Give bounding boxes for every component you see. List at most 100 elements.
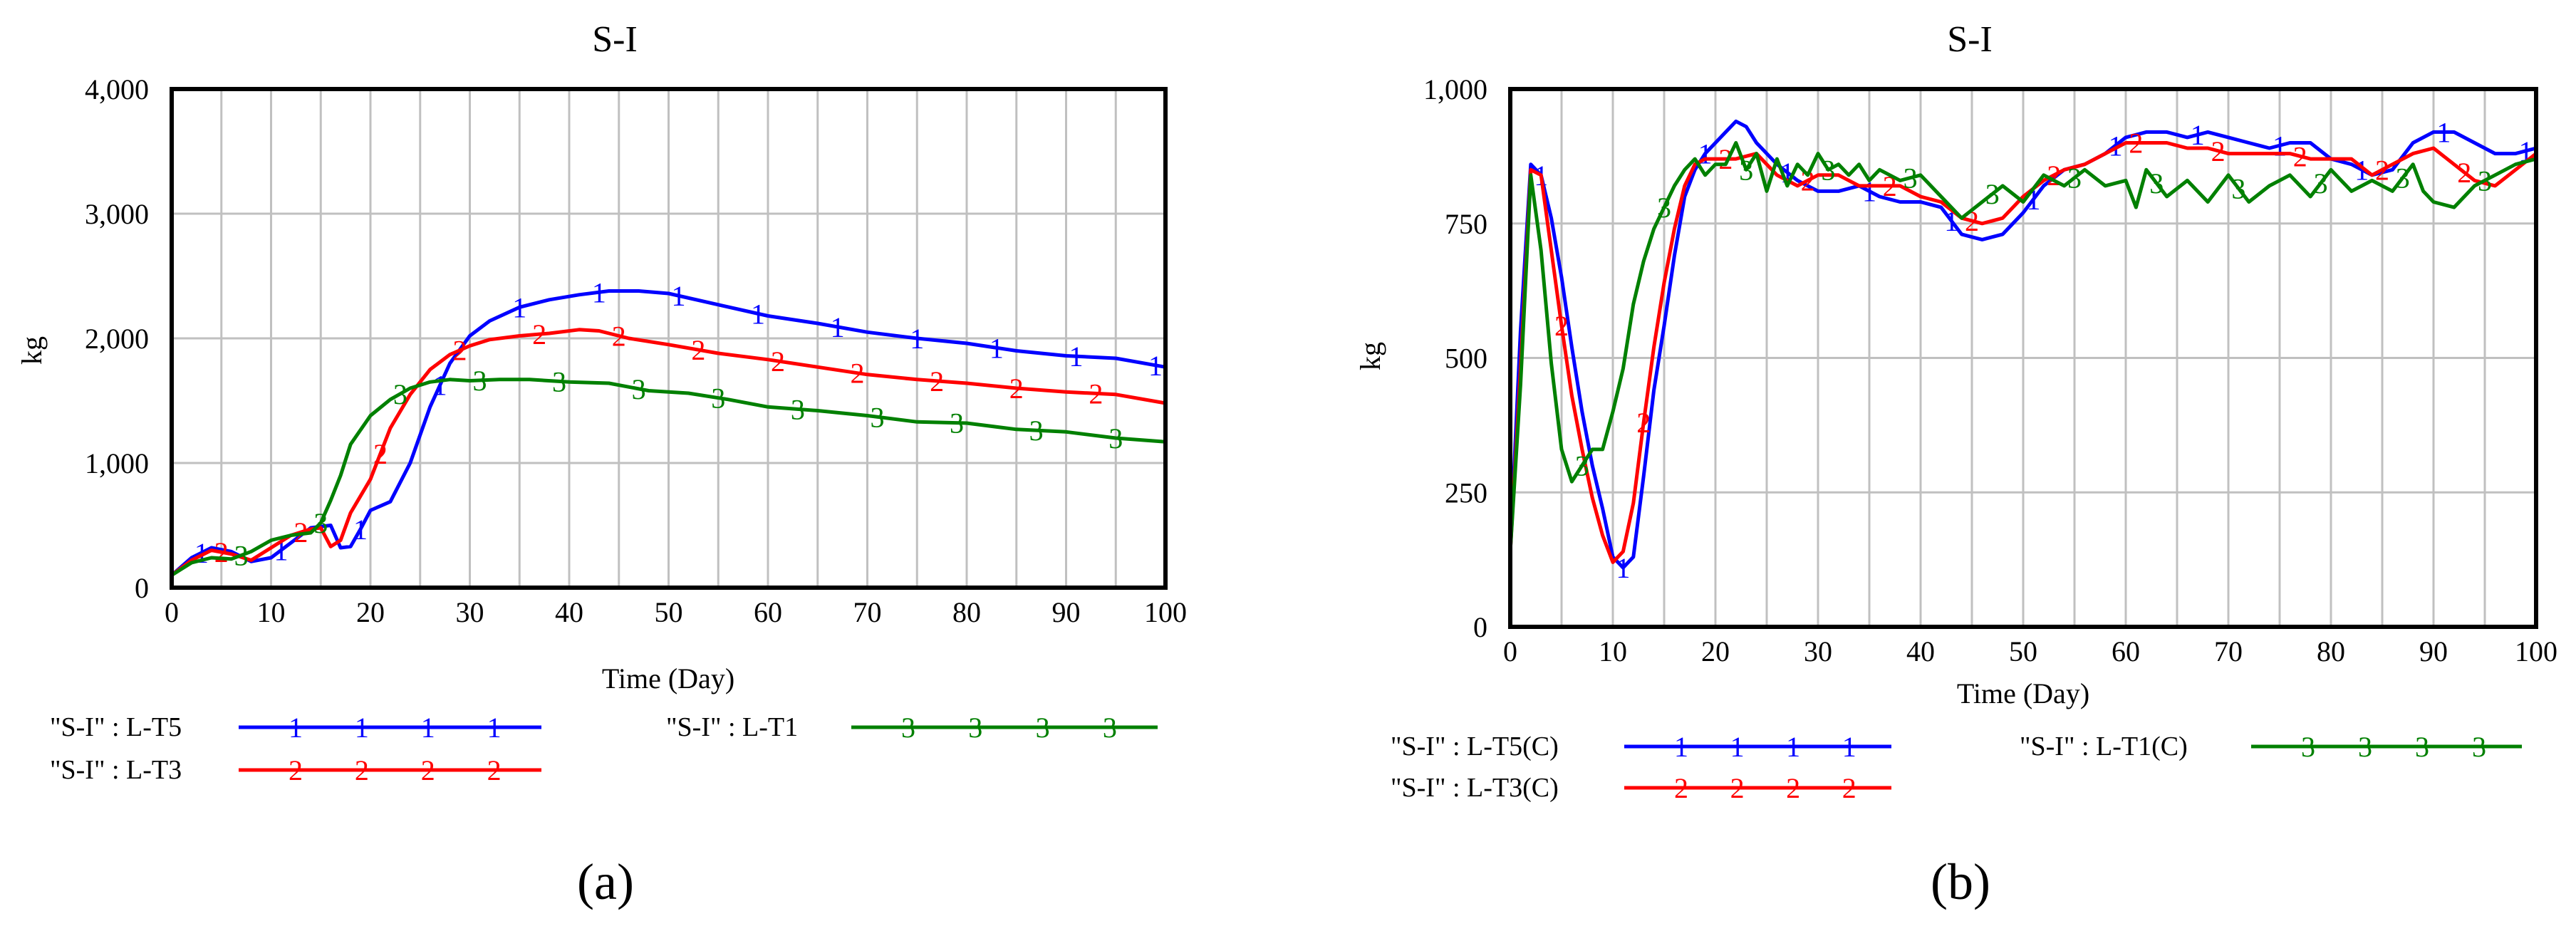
legend-marker: 3 xyxy=(1103,712,1117,744)
series-marker: 2 xyxy=(2047,160,2061,192)
legend-entry-b-l-t5c: "S-I" : L-T5(C) 1 1 1 1 xyxy=(1391,731,1891,763)
series-marker: 2 xyxy=(771,345,785,378)
x-tick-label: 60 xyxy=(2112,635,2140,667)
y-axis-label-a: kg xyxy=(16,336,48,365)
series-line-2 xyxy=(170,328,1166,577)
x-tick-label: 30 xyxy=(1804,635,1832,667)
x-tick-label: 100 xyxy=(2515,635,2557,667)
panel-label-a: (a) xyxy=(577,853,634,910)
tick-labels-b: 0 10 20 30 40 50 60 70 80 90 100 0 250 500 750 1,000 xyxy=(1423,73,2557,667)
series-marker: 3 xyxy=(1029,415,1044,447)
y-tick-label: 250 xyxy=(1445,477,1487,509)
legend-label: "S-I" : L-T5(C) xyxy=(1391,732,1559,761)
series-marker: 3 xyxy=(1108,422,1123,454)
legend-marker: 2 xyxy=(421,754,435,786)
legend-marker: 3 xyxy=(1036,712,1050,744)
series-marker: 2 xyxy=(1554,310,1569,342)
series-marker: 1 xyxy=(2191,119,2205,151)
plot-frame-a xyxy=(170,87,1168,590)
series-marker: 3 xyxy=(791,393,805,425)
chart-title-b: S-I xyxy=(1947,19,1993,60)
legend-marker: 3 xyxy=(2472,731,2486,763)
series-marker: 3 xyxy=(2231,173,2245,205)
x-tick-label: 30 xyxy=(456,596,484,628)
series-marker: 3 xyxy=(1739,154,1753,186)
series-marker: 1 xyxy=(1148,350,1163,382)
legend-marker: 3 xyxy=(2415,731,2429,763)
series-marker: 2 xyxy=(214,536,229,568)
legend-marker: 2 xyxy=(1674,772,1688,804)
series-marker: 1 xyxy=(1069,340,1083,373)
legend-marker: 3 xyxy=(901,712,915,744)
series-marker: 3 xyxy=(2149,167,2164,199)
series-marker: 1 xyxy=(2109,130,2123,162)
y-tick-label: 0 xyxy=(135,572,149,604)
panel-label-b: (b) xyxy=(1931,853,1990,910)
series-marker: 3 xyxy=(234,540,249,572)
series-marker: 2 xyxy=(1636,407,1651,439)
legend-marker: 1 xyxy=(1842,731,1856,763)
series-marker: 3 xyxy=(2067,162,2082,194)
series-marker: 1 xyxy=(512,291,526,323)
series-marker: 2 xyxy=(851,358,865,390)
legend-marker: 2 xyxy=(1842,772,1856,804)
series-marker: 2 xyxy=(691,334,705,366)
series-marker: 1 xyxy=(1616,552,1630,584)
series-marker: 1 xyxy=(353,514,368,546)
series-marker: 2 xyxy=(2129,128,2143,160)
y-axis-label-b: kg xyxy=(1354,342,1386,370)
x-tick-label: 70 xyxy=(853,596,882,628)
series-marker: 2 xyxy=(532,318,546,350)
series-marker: 1 xyxy=(831,311,845,343)
series-line-2 xyxy=(1508,141,2538,564)
series-marker: 3 xyxy=(472,365,487,397)
series-marker: 3 xyxy=(2314,167,2328,199)
series-marker: 3 xyxy=(393,378,407,410)
legend-label: "S-I" : L-T5 xyxy=(50,712,182,742)
legend-entry-a-l-t5: "S-I" : L-T5 1 1 1 1 xyxy=(50,712,541,744)
legend-entry-a-l-t1: "S-I" : L-T1 3 3 3 3 xyxy=(666,712,1158,744)
y-tick-label: 500 xyxy=(1445,343,1487,375)
series-marker: 2 xyxy=(1009,373,1024,405)
series-marker: 3 xyxy=(1985,178,2000,210)
legend-marker: 1 xyxy=(1674,731,1688,763)
series-marker: 3 xyxy=(1657,192,1671,224)
legend-marker: 1 xyxy=(355,712,369,744)
y-tick-label: 1,000 xyxy=(1423,73,1487,105)
series-marker: 1 xyxy=(910,323,924,355)
y-tick-label: 2,000 xyxy=(85,323,149,355)
x-tick-label: 0 xyxy=(165,596,179,628)
legend-marker: 1 xyxy=(289,712,303,744)
legend-marker: 1 xyxy=(1786,731,1800,763)
chart-title-a: S-I xyxy=(592,19,638,60)
x-tick-label: 100 xyxy=(1144,596,1187,628)
legend-entry-a-l-t3: "S-I" : L-T3 2 2 2 2 xyxy=(50,754,541,786)
series-marker: 2 xyxy=(930,365,944,397)
legend-label: "S-I" : L-T3 xyxy=(50,755,182,785)
x-tick-label: 50 xyxy=(655,596,683,628)
series-marker: 3 xyxy=(2478,165,2492,197)
legend-label: "S-I" : L-T3(C) xyxy=(1391,773,1559,803)
series-marker: 2 xyxy=(373,438,388,470)
legend-marker: 1 xyxy=(1730,731,1745,763)
series-marker: 2 xyxy=(612,321,626,353)
x-tick-label: 90 xyxy=(1052,596,1081,628)
series-marker: 1 xyxy=(2436,116,2451,148)
y-tick-label: 3,000 xyxy=(85,198,149,230)
series-marker: 1 xyxy=(433,370,447,402)
legend-marker: 2 xyxy=(355,754,369,786)
x-tick-label: 70 xyxy=(2214,635,2243,667)
x-tick-label: 80 xyxy=(952,596,981,628)
legend-marker: 1 xyxy=(421,712,435,744)
legend-label: "S-I" : L-T1(C) xyxy=(2020,732,2188,761)
series-marker: 2 xyxy=(2211,135,2226,167)
series-line-3 xyxy=(1508,141,2537,552)
series-marker: 1 xyxy=(990,332,1004,364)
x-tick-label: 90 xyxy=(2419,635,2448,667)
x-tick-label: 20 xyxy=(356,596,385,628)
legend-marker: 3 xyxy=(2301,731,2315,763)
series-marker: 2 xyxy=(2293,140,2307,172)
x-tick-label: 10 xyxy=(257,596,286,628)
legend-marker: 2 xyxy=(1730,772,1745,804)
